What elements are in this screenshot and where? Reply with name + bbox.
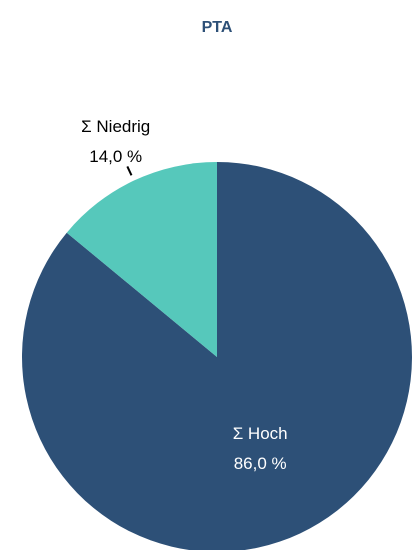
pie-slice [66, 162, 218, 357]
pie-slice [22, 162, 412, 550]
slice-value-label: 86,0 % [234, 454, 287, 473]
chart-title: PTA [202, 19, 233, 36]
slice-label: Σ Hoch [233, 424, 288, 443]
slice-label: Σ Niedrig [81, 117, 150, 136]
slice-value-label: 14,0 % [89, 147, 142, 166]
leader-line [126, 166, 133, 176]
